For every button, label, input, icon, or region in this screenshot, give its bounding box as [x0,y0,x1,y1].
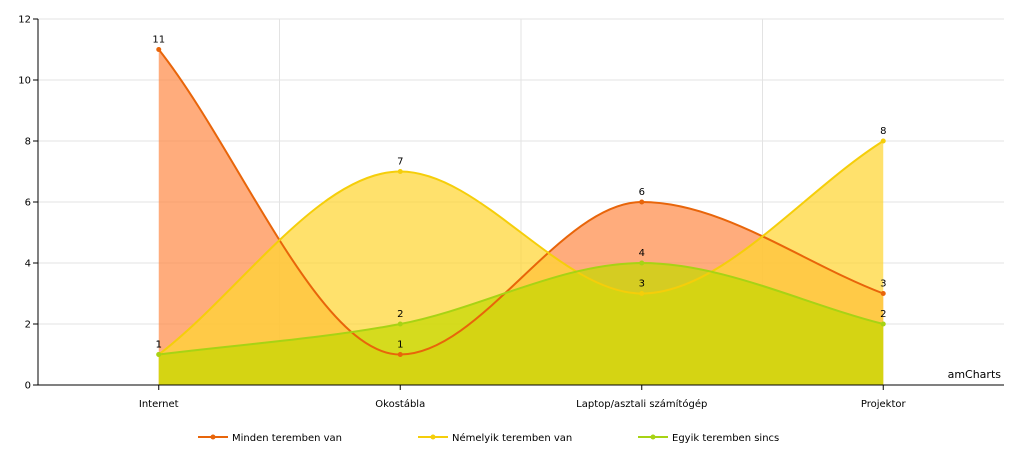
legend: Minden teremben van Némelyik teremben van… [198,432,779,444]
data-label: 1 [397,340,403,351]
x-tick-label: Internet [139,399,179,410]
y-tick-label: 12 [18,15,31,26]
data-point[interactable] [880,138,886,144]
data-label: 4 [639,248,645,259]
data-label: 1 [156,340,162,351]
series-line-3[interactable] [158,261,884,356]
series-areas [158,49,884,385]
legend-item-1[interactable]: Minden teremben van [198,433,342,444]
legend-label: Minden teremben van [232,433,342,444]
legend-marker-dot [210,434,216,440]
y-tick-label: 6 [25,198,31,209]
data-point[interactable] [156,47,162,52]
y-tick-label: 0 [25,381,31,392]
series-line-1[interactable] [157,48,884,356]
series-lines [157,48,884,356]
data-label: 3 [639,279,645,290]
data-label: 6 [639,187,645,198]
x-tick-label: Okostábla [375,398,425,410]
data-label: 2 [397,309,403,320]
series-line-2[interactable] [158,140,884,356]
series-points [156,47,886,357]
data-label: 2 [880,309,886,320]
data-point[interactable] [639,199,645,205]
series-area-3[interactable] [158,263,884,385]
data-label: 11 [152,35,165,46]
data-point[interactable] [397,321,403,327]
data-label: 8 [880,126,886,137]
legend-label: Egyik teremben sincs [672,433,779,444]
x-tick-label: Laptop/asztali számítógép [576,398,707,410]
data-point[interactable] [639,291,645,296]
data-point[interactable] [639,260,645,266]
legend-marker-dot [650,434,656,440]
y-tick-label: 4 [25,259,31,270]
legend-label: Némelyik teremben van [452,432,572,444]
y-tick-label: 2 [25,320,31,331]
legend-marker-dot [430,434,436,440]
legend-item-3[interactable]: Egyik teremben sincs [638,433,779,444]
x-tick-label: Projektor [861,399,907,410]
data-point[interactable] [156,352,162,357]
y-tick-label: 10 [18,76,31,87]
chart-credit[interactable]: amCharts [948,368,1002,381]
legend-item-2[interactable]: Némelyik teremben van [418,432,572,444]
data-label: 7 [397,157,403,168]
data-point[interactable] [880,321,886,327]
data-point[interactable] [397,169,403,174]
data-label: 3 [880,279,886,290]
data-point[interactable] [880,291,886,296]
data-label: 1 [156,340,162,351]
data-point[interactable] [397,352,403,357]
y-tick-label: 8 [25,137,31,148]
